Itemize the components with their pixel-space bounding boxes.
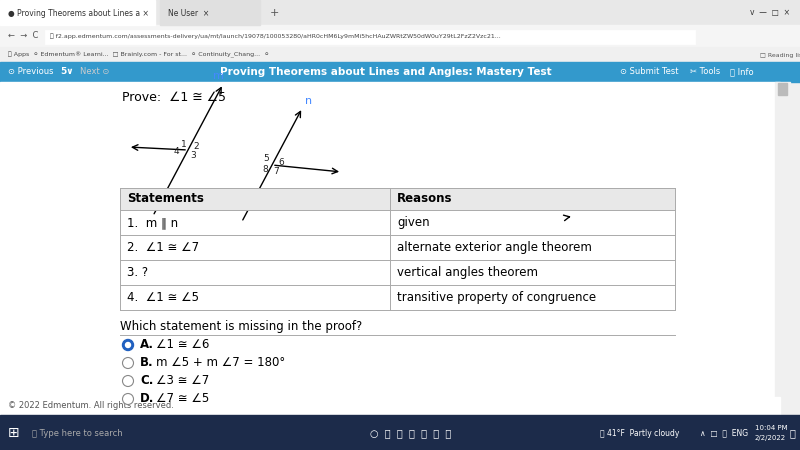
Text: ⊞: ⊞ — [8, 426, 20, 440]
Text: ⬛ Apps  ⚪ Edmentum® Learni...  □ Brainly.com - For st...  ⚪ Continuity_Chang... : ⬛ Apps ⚪ Edmentum® Learni... □ Brainly.c… — [8, 52, 270, 58]
Text: D.: D. — [140, 392, 154, 405]
Text: +: + — [270, 8, 279, 18]
Text: 3. ?: 3. ? — [127, 266, 148, 279]
Text: ● Proving Theorems about Lines a ×: ● Proving Theorems about Lines a × — [8, 9, 149, 18]
Text: Ne User  ×: Ne User × — [168, 9, 210, 18]
Circle shape — [122, 339, 134, 351]
Text: Reasons: Reasons — [397, 193, 453, 206]
Text: 🔥 41°F  Partly cloudy: 🔥 41°F Partly cloudy — [600, 428, 679, 437]
Text: 🟦: 🟦 — [790, 428, 796, 438]
Text: ∠7 ≅ ∠5: ∠7 ≅ ∠5 — [156, 392, 210, 405]
Text: 7: 7 — [274, 167, 279, 176]
Text: 5: 5 — [264, 154, 270, 163]
Text: 3: 3 — [190, 151, 196, 160]
Text: 5∨: 5∨ — [60, 68, 74, 76]
Bar — [0, 0, 800, 25]
Text: ∠1 ≅ ∠6: ∠1 ≅ ∠6 — [156, 338, 210, 351]
Text: m ∠5 + m ∠7 = 180°: m ∠5 + m ∠7 = 180° — [156, 356, 286, 369]
Text: 2.  ∠1 ≅ ∠7: 2. ∠1 ≅ ∠7 — [127, 241, 199, 254]
Text: 6: 6 — [278, 158, 284, 167]
Circle shape — [122, 375, 134, 387]
Text: 2/2/2022: 2/2/2022 — [755, 435, 786, 441]
Text: 1.  m ∥ n: 1. m ∥ n — [127, 216, 178, 229]
Bar — [0, 0, 800, 25]
Bar — [120, 188, 675, 210]
Text: © 2022 Edmentum. All rights reserved.: © 2022 Edmentum. All rights reserved. — [8, 401, 174, 410]
Bar — [775, 82, 790, 415]
Text: C.: C. — [140, 374, 154, 387]
Bar — [0, 62, 800, 82]
Text: alternate exterior angle theorem: alternate exterior angle theorem — [397, 241, 592, 254]
Text: 10:04 PM: 10:04 PM — [755, 425, 788, 431]
Text: vertical angles theorem: vertical angles theorem — [397, 266, 538, 279]
Text: 🔒 f2.app.edmentum.com/assessments-delivery/ua/mt/launch/19078/100053280/aHR0cHM6: 🔒 f2.app.edmentum.com/assessments-delive… — [50, 33, 501, 39]
Text: ⊙ Previous: ⊙ Previous — [8, 68, 54, 76]
Text: n: n — [305, 95, 312, 106]
Bar — [160, 0, 260, 25]
Text: transitive property of congruence: transitive property of congruence — [397, 291, 596, 304]
Text: m: m — [213, 71, 224, 81]
Bar — [45, 30, 695, 44]
Text: Proving Theorems about Lines and Angles: Mastery Test: Proving Theorems about Lines and Angles:… — [220, 67, 552, 77]
Bar — [0, 0, 155, 25]
Text: ←  →  C: ← → C — [8, 32, 38, 40]
Text: 2: 2 — [193, 142, 198, 151]
Text: Prove:  ∠1 ≅ ∠5: Prove: ∠1 ≅ ∠5 — [122, 91, 226, 104]
Text: ✂ Tools: ✂ Tools — [690, 68, 720, 76]
Text: v  —  □  ×: v — □ × — [750, 9, 790, 18]
Text: □ Reading list: □ Reading list — [760, 53, 800, 58]
Bar — [0, 415, 800, 450]
Bar — [0, 47, 800, 62]
Text: Which statement is missing in the proof?: Which statement is missing in the proof? — [120, 320, 362, 333]
Bar — [778, 83, 787, 95]
Text: 4.  ∠1 ≅ ∠5: 4. ∠1 ≅ ∠5 — [127, 291, 199, 304]
Text: 1: 1 — [181, 140, 186, 149]
Text: ∠3 ≅ ∠7: ∠3 ≅ ∠7 — [156, 374, 210, 387]
Circle shape — [122, 357, 134, 369]
Bar — [0, 397, 780, 415]
Text: Next ⊙: Next ⊙ — [80, 68, 110, 76]
Text: 8: 8 — [262, 165, 268, 174]
Text: 🔍 Type here to search: 🔍 Type here to search — [32, 428, 122, 437]
Text: ○  ⬛  📁  🌐  🎴  📊  🔴: ○ ⬛ 📁 🌐 🎴 📊 🔴 — [370, 428, 451, 438]
Text: given: given — [397, 216, 430, 229]
Circle shape — [122, 393, 134, 405]
Text: Statements: Statements — [127, 193, 204, 206]
Text: 🛈 Info: 🛈 Info — [730, 68, 754, 76]
Bar — [0, 25, 800, 47]
Bar — [120, 188, 675, 310]
Circle shape — [126, 342, 130, 347]
Text: B.: B. — [140, 356, 154, 369]
Text: 4: 4 — [173, 147, 178, 156]
Text: ∧  □  🔊  ENG: ∧ □ 🔊 ENG — [700, 428, 748, 437]
Text: A.: A. — [140, 338, 154, 351]
Text: ⊙ Submit Test: ⊙ Submit Test — [620, 68, 678, 76]
Bar — [0, 82, 780, 415]
